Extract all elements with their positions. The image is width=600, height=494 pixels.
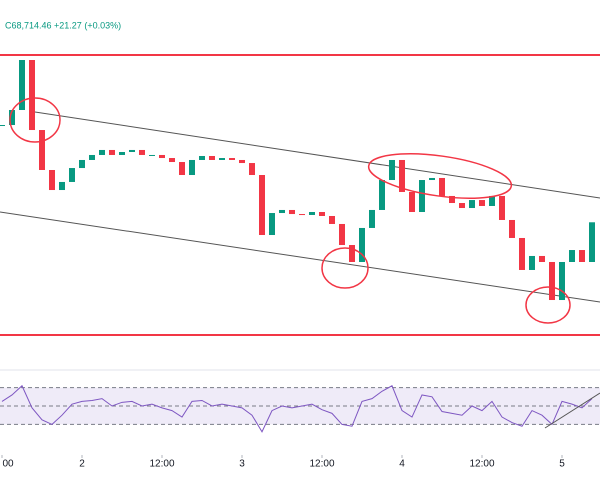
- candle: [79, 159, 85, 169]
- candle: [359, 227, 365, 262]
- candle: [329, 215, 335, 224]
- candle: [509, 219, 515, 238]
- x-tick-label: 12:00: [309, 459, 334, 470]
- candle: [409, 191, 415, 213]
- price-legend: C68,714.46 +21.27 (+0.03%): [5, 20, 121, 30]
- candle: [429, 177, 435, 181]
- candle: [169, 158, 175, 163]
- highlight-ellipse: [367, 153, 513, 199]
- rsi-pane: [0, 384, 600, 433]
- candle: [489, 195, 495, 206]
- candle: [279, 209, 285, 214]
- candle: [89, 154, 95, 160]
- candle: [139, 149, 145, 155]
- candle: [259, 175, 265, 236]
- candle: [529, 255, 535, 270]
- candle: [149, 154, 155, 156]
- candle: [469, 200, 475, 209]
- candle: [29, 60, 35, 131]
- rsi-trend-line: [544, 392, 600, 429]
- candle: [309, 212, 315, 215]
- channel-top: [34, 111, 600, 199]
- candle: [39, 130, 45, 170]
- candle: [399, 159, 405, 192]
- highlight-circle: [9, 97, 61, 143]
- candle: [19, 60, 25, 110]
- candle: [419, 180, 425, 213]
- x-tick-label: 00: [2, 459, 14, 470]
- candle: [199, 155, 205, 160]
- candle: [389, 159, 395, 181]
- candle: [9, 109, 15, 126]
- candle: [129, 149, 135, 153]
- candle: [179, 162, 185, 176]
- candles: [0, 60, 595, 301]
- candle: [229, 158, 235, 160]
- candle: [289, 209, 295, 215]
- candle: [249, 163, 255, 176]
- candle: [59, 181, 65, 191]
- x-tick-label: 12:00: [149, 459, 174, 470]
- highlight-circle: [321, 247, 369, 289]
- candle: [549, 261, 555, 301]
- candle: [189, 159, 195, 176]
- candle: [109, 149, 115, 155]
- candle: [349, 245, 355, 262]
- candle: [579, 250, 585, 262]
- candle: [569, 250, 575, 262]
- candle: [479, 200, 485, 206]
- candle: [239, 159, 245, 164]
- candle: [49, 169, 55, 191]
- highlight-circle: [525, 286, 571, 324]
- candle: [219, 158, 225, 160]
- candle: [379, 180, 385, 210]
- x-tick-label: 3: [239, 459, 245, 470]
- x-tick-label: 5: [559, 459, 565, 470]
- candle: [69, 168, 75, 182]
- x-tick-label: 2: [79, 459, 85, 470]
- candle: [319, 212, 325, 216]
- x-tick-label: 4: [399, 459, 405, 470]
- rsi-line: [1, 384, 593, 433]
- candle: [299, 214, 305, 216]
- candle: [0, 125, 5, 127]
- candle: [449, 195, 455, 204]
- candle: [499, 195, 505, 220]
- candle: [459, 203, 465, 209]
- x-tick-label: 12:00: [469, 459, 494, 470]
- candle: [99, 149, 105, 155]
- candle: [559, 261, 565, 301]
- candle: [539, 255, 545, 262]
- candle: [159, 154, 165, 159]
- candle: [339, 223, 345, 246]
- candle: [209, 155, 215, 160]
- candle: [269, 213, 275, 236]
- candle: [369, 209, 375, 228]
- candle: [119, 152, 125, 155]
- channel-bottom: [0, 211, 600, 303]
- candle: [589, 222, 595, 262]
- candle: [439, 177, 445, 196]
- candle: [519, 237, 525, 270]
